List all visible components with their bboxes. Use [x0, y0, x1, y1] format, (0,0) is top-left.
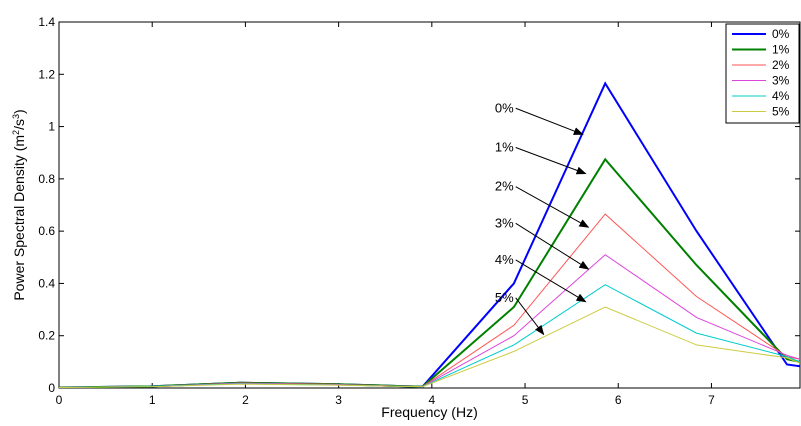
legend-label: 0%	[772, 27, 790, 41]
annotation-label: 3%	[495, 215, 514, 230]
annotation-label: 0%	[495, 100, 514, 115]
y-tick-label: 0.4	[38, 276, 55, 290]
annotation-arrow	[515, 107, 584, 135]
annotation-label: 1%	[495, 139, 514, 154]
annotation-layer: 0% 1% 2% 3% 4% 5%	[495, 100, 590, 336]
y-tick-label: 0.8	[38, 172, 55, 186]
legend-label: 5%	[772, 105, 790, 119]
annotation-arrow	[515, 259, 587, 303]
x-tick-label: 3	[335, 393, 342, 407]
series-line-5	[59, 306, 800, 388]
x-tick-label: 4	[428, 393, 435, 407]
y-tick-label: 0.2	[38, 329, 55, 343]
annotation-arrow	[515, 222, 590, 270]
annotation-label: 5%	[495, 290, 514, 305]
legend-label: 2%	[772, 58, 790, 72]
annotation-arrow	[515, 297, 545, 336]
x-tick-label: 1	[149, 393, 156, 407]
y-tick-label: 1.4	[38, 15, 55, 29]
y-tick-label: 0.6	[38, 224, 55, 238]
annotation-label: 4%	[495, 252, 514, 267]
annotation-arrow	[515, 186, 590, 228]
plot-area	[58, 21, 801, 389]
legend-label: 1%	[772, 43, 790, 57]
x-tick-label: 2	[242, 393, 249, 407]
annotation-label: 2%	[495, 179, 514, 194]
y-tick-label: 1.2	[38, 67, 55, 81]
plot-frame	[58, 21, 801, 389]
x-tick-label: 5	[522, 393, 529, 407]
legend-box	[725, 23, 800, 124]
y-axis-label: Power Spectral Density (m2/s3)	[11, 109, 27, 300]
y-tick-label: 1	[48, 120, 55, 134]
legend: 0% 1%2% 3%4% 5%	[725, 23, 800, 124]
y-tick-label: 0	[48, 381, 55, 395]
x-tick-label: 7	[708, 393, 715, 407]
tick-layer: 0 1 2 3 4 5 6 7 0 0.2 0.4 0.6 0.8 1 1.2 1.4	[38, 15, 800, 407]
x-tick-label: 0	[56, 393, 63, 407]
legend-label: 4%	[772, 89, 790, 103]
x-axis-label: Frequency (Hz)	[381, 404, 477, 420]
x-tick-label: 6	[615, 393, 622, 407]
annotation-arrow	[515, 147, 587, 175]
series-layer	[59, 81, 800, 388]
legend-label: 3%	[772, 74, 790, 88]
